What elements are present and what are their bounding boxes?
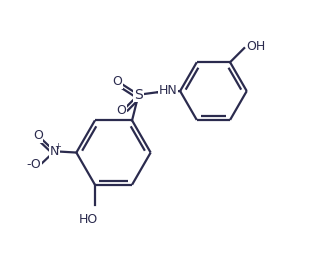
Text: S: S: [134, 88, 143, 102]
Text: N: N: [50, 145, 59, 158]
Text: O: O: [33, 129, 43, 142]
Text: -O: -O: [27, 158, 41, 171]
Text: O: O: [116, 104, 126, 117]
Text: HN: HN: [159, 84, 178, 97]
Text: OH: OH: [247, 40, 266, 53]
Text: O: O: [112, 75, 122, 89]
Text: HO: HO: [79, 213, 98, 226]
Text: +: +: [54, 142, 61, 151]
